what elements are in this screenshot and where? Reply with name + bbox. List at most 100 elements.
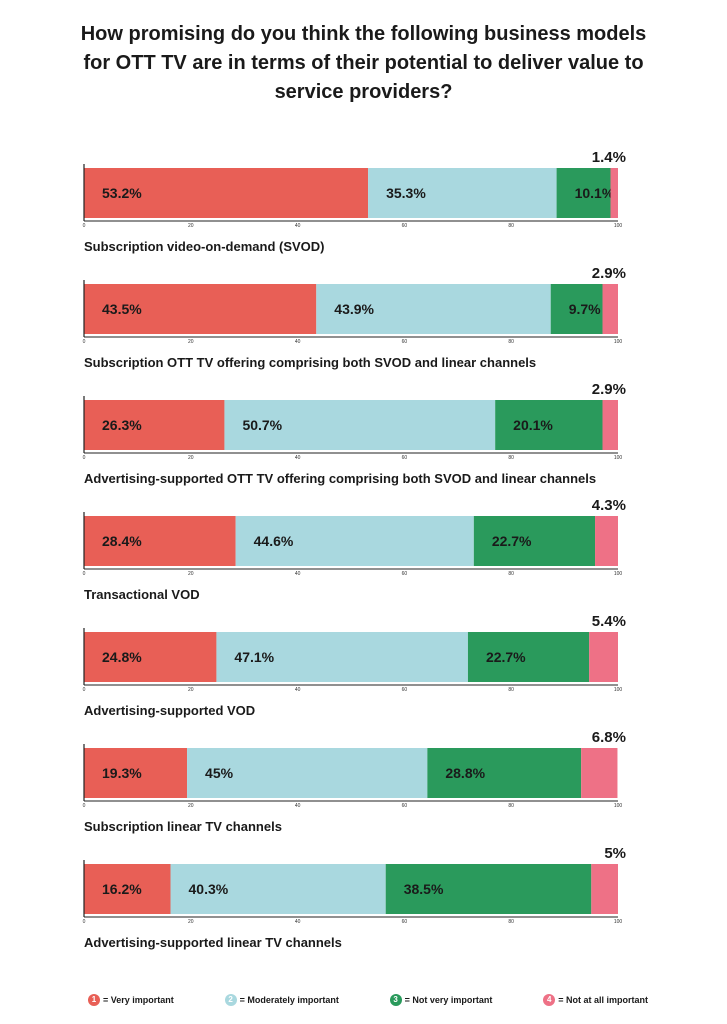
bar-segment-moderately-important	[216, 632, 468, 682]
data-label-moderately-important: 45%	[205, 765, 234, 781]
data-label-moderately-important: 44.6%	[254, 533, 294, 549]
x-tick-label: 100	[614, 455, 623, 461]
category-label: Subscription OTT TV offering comprising …	[84, 355, 536, 370]
data-label-not-very-important: 20.1%	[513, 417, 553, 433]
x-tick-label: 60	[402, 223, 408, 229]
chart-title: How promising do you think the following…	[40, 20, 687, 107]
bar-segment-very-important	[84, 864, 171, 914]
data-label-very-important: 53.2%	[102, 185, 142, 201]
legend-item-not-at-all-important: 4 = Not at all important	[543, 994, 648, 1006]
bar-segment-not-very-important	[385, 864, 592, 914]
chart-title-line: How promising do you think the following…	[80, 23, 647, 45]
x-tick-label: 0	[83, 223, 86, 229]
legend-badge-2: 2	[224, 994, 237, 1006]
data-label-moderately-important: 40.3%	[189, 881, 229, 897]
bar-segment-moderately-important	[170, 864, 386, 914]
category-label: Subscription video-on-demand (SVOD)	[84, 239, 325, 254]
x-tick-label: 80	[508, 455, 514, 461]
x-tick-label: 60	[402, 803, 408, 809]
x-tick-label: 0	[83, 803, 86, 809]
chart-title-line: service providers?	[274, 81, 453, 103]
x-tick-label: 40	[295, 571, 301, 577]
x-tick-label: 40	[295, 339, 301, 345]
x-tick-label: 60	[402, 339, 408, 345]
data-label-very-important: 16.2%	[102, 881, 142, 897]
x-tick-label: 100	[614, 919, 623, 925]
bar-segment-very-important	[84, 400, 225, 450]
data-label-not-at-all-important: 5%	[604, 845, 626, 862]
data-label-very-important: 28.4%	[102, 533, 142, 549]
data-label-moderately-important: 35.3%	[386, 185, 426, 201]
data-label-not-at-all-important: 5.4%	[592, 613, 626, 630]
legend-badge-1: 1	[88, 994, 100, 1006]
data-label-very-important: 26.3%	[102, 417, 142, 433]
x-tick-label: 100	[614, 223, 623, 229]
x-tick-label: 60	[402, 687, 408, 693]
x-tick-label: 40	[295, 803, 301, 809]
legend-label: = Moderately important	[239, 995, 339, 1005]
x-tick-label: 0	[83, 571, 86, 577]
x-tick-label: 100	[614, 339, 623, 345]
x-tick-label: 60	[402, 919, 408, 925]
bar-segment-not-at-all-important	[589, 632, 618, 682]
data-label-moderately-important: 47.1%	[234, 649, 274, 665]
bar-segment-not-at-all-important	[595, 516, 618, 566]
bar-segment-not-very-important	[427, 748, 582, 798]
data-label-moderately-important: 50.7%	[242, 417, 282, 433]
x-tick-label: 80	[508, 803, 514, 809]
x-tick-label: 0	[83, 339, 86, 345]
x-tick-label: 20	[188, 919, 194, 925]
data-label-not-very-important: 10.1%	[575, 185, 615, 201]
x-tick-label: 0	[83, 919, 86, 925]
bar-segment-not-at-all-important	[602, 400, 618, 450]
category-label: Advertising-supported linear TV channels	[84, 935, 342, 950]
bar-segment-very-important	[84, 284, 317, 334]
x-tick-label: 100	[614, 803, 623, 809]
bar-segment-not-very-important	[467, 632, 590, 682]
data-label-moderately-important: 43.9%	[334, 301, 374, 317]
data-label-not-at-all-important: 2.9%	[592, 265, 626, 282]
x-tick-label: 20	[188, 803, 194, 809]
x-tick-label: 20	[188, 455, 194, 461]
bar-segment-not-at-all-important	[602, 284, 618, 334]
category-label: Advertising-supported VOD	[84, 703, 255, 718]
bar-segment-not-very-important	[556, 168, 611, 218]
x-tick-label: 20	[188, 687, 194, 693]
bar-segment-not-at-all-important	[591, 864, 618, 914]
x-tick-label: 60	[402, 571, 408, 577]
legend-label: = Not very important	[404, 995, 493, 1005]
bar-segment-not-very-important	[473, 516, 596, 566]
data-label-very-important: 43.5%	[102, 301, 142, 317]
bar-segment-moderately-important	[235, 516, 474, 566]
x-tick-label: 80	[508, 339, 514, 345]
x-tick-label: 0	[83, 455, 86, 461]
bar-segment-very-important	[84, 168, 369, 218]
bar-segment-not-at-all-important	[581, 748, 618, 798]
bar-segment-very-important	[84, 748, 188, 798]
x-tick-label: 20	[188, 223, 194, 229]
x-tick-label: 40	[295, 455, 301, 461]
legend-item-moderately-important: 2 = Moderately important	[224, 994, 339, 1006]
data-label-not-very-important: 9.7%	[569, 301, 601, 317]
x-tick-label: 40	[295, 687, 301, 693]
legend-badge-4: 4	[543, 994, 556, 1006]
x-tick-label: 80	[508, 571, 514, 577]
bar-segment-moderately-important	[187, 748, 428, 798]
bar-segment-very-important	[84, 516, 236, 566]
legend-item-not-very-important: 3 = Not very important	[389, 994, 493, 1006]
x-tick-label: 20	[188, 339, 194, 345]
bar-segment-very-important	[84, 632, 217, 682]
x-tick-label: 80	[508, 223, 514, 229]
category-label: Advertising-supported OTT TV offering co…	[84, 471, 596, 486]
x-tick-label: 0	[83, 687, 86, 693]
x-tick-label: 40	[295, 919, 301, 925]
data-label-not-at-all-important: 2.9%	[592, 381, 626, 398]
data-label-very-important: 24.8%	[102, 649, 142, 665]
legend-item-very-important: 1 = Very important	[88, 994, 174, 1006]
data-label-not-at-all-important: 6.8%	[592, 729, 626, 746]
x-tick-label: 80	[508, 687, 514, 693]
data-label-not-at-all-important: 4.3%	[592, 497, 626, 514]
legend: 1 = Very important 2 = Moderately import…	[88, 990, 648, 1010]
bar-segment-not-at-all-important	[610, 168, 618, 218]
data-label-not-very-important: 22.7%	[486, 649, 526, 665]
